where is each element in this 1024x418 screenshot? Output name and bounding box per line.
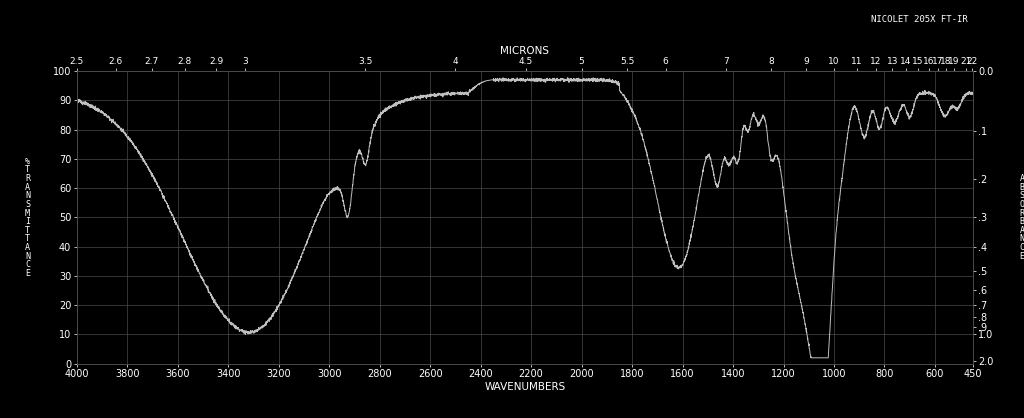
X-axis label: WAVENUMBERS: WAVENUMBERS [484,382,565,392]
X-axis label: MICRONS: MICRONS [501,46,549,56]
Text: %
T
R
A
N
S
M
I
T
T
A
N
C
E: % T R A N S M I T T A N C E [25,157,30,278]
Text: NICOLET 205X FT-IR: NICOLET 205X FT-IR [871,15,968,24]
Text: A
B
S
O
R
B
A
N
C
E: A B S O R B A N C E [1020,174,1024,261]
